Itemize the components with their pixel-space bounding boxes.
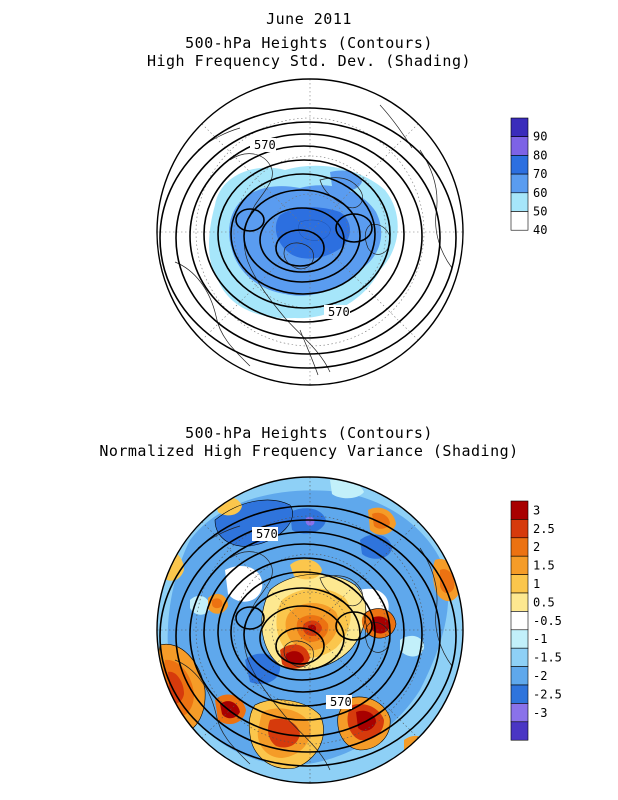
top-colorbar-swatch: [510, 155, 529, 175]
top-contour-label-570-upper: 570: [254, 138, 276, 152]
bottom-colorbar-tick-label: -3: [533, 706, 547, 720]
bottom-colorbar-swatch: [510, 574, 529, 594]
bottom-panel-title-line1: 500-hPa Heights (Contours): [185, 424, 433, 442]
bottom-colorbar-swatch: [510, 647, 529, 667]
bottom-colorbar-swatch: [510, 519, 529, 539]
bottom-map-border: [156, 476, 464, 784]
bottom-colorbar-tick-label: -1.5: [533, 651, 562, 665]
bottom-colorbar-tick-label: 0.5: [533, 595, 555, 609]
bottom-colorbar-swatch: [510, 611, 529, 631]
bottom-colorbar-swatch: [510, 721, 529, 741]
bottom-colorbar-swatch: [510, 684, 529, 704]
bottom-colorbar-tick-label: 2.5: [533, 522, 555, 536]
top-colorbar-swatch: [510, 136, 529, 156]
top-colorbar: 90 80 70 60 50 40: [510, 117, 547, 237]
top-colorbar-swatch: [510, 211, 529, 231]
bottom-colorbar-tick-label: 2: [533, 540, 540, 554]
top-colorbar-tick-label: 90: [533, 130, 547, 144]
top-polar-map: 570 570: [156, 78, 464, 386]
bottom-colorbar: 3 2.5 2 1.5 1 0.5 -0.5 -1 -1.5 -2 -2.5 -3: [510, 500, 562, 741]
bottom-colorbar-tick-label: -2: [533, 669, 547, 683]
bottom-polar-map: 570 570: [156, 476, 464, 784]
top-colorbar-tick-label: 70: [533, 167, 547, 181]
bottom-colorbar-tick-label: -2.5: [533, 687, 562, 701]
top-panel-title-line2: High Frequency Std. Dev. (Shading): [146, 52, 472, 70]
top-colorbar-tick-label: 50: [533, 205, 547, 219]
top-map-border: [156, 78, 464, 386]
bottom-colorbar-swatch: [510, 500, 529, 520]
top-colorbar-swatch: [510, 117, 529, 138]
bottom-colorbar-tick-label: 3: [533, 503, 540, 517]
top-colorbar-swatch: [510, 192, 529, 212]
bottom-colorbar-tick-label: -0.5: [533, 614, 562, 628]
bottom-panel-title-line2: Normalized High Frequency Variance (Shad…: [99, 442, 519, 460]
bottom-colorbar-tick-label: 1.5: [533, 559, 555, 573]
bottom-colorbar-swatch: [510, 592, 529, 612]
bottom-colorbar-tick-label: 1: [533, 577, 540, 591]
figure-date-title: June 2011: [266, 10, 352, 28]
top-height-contours: [159, 107, 457, 369]
bottom-colorbar-tick-label: -1: [533, 632, 547, 646]
top-contour-label-570-lower: 570: [328, 305, 350, 319]
bottom-colorbar-swatch: [510, 555, 529, 575]
top-panel-title-line1: 500-hPa Heights (Contours): [185, 34, 433, 52]
top-colorbar-swatch: [510, 173, 529, 194]
bottom-colorbar-swatch: [510, 666, 529, 686]
bottom-colorbar-swatch: [510, 537, 529, 557]
bottom-contour-label-570-lower: 570: [330, 695, 352, 709]
bottom-height-contours: [159, 505, 457, 767]
top-colorbar-tick-label: 80: [533, 148, 547, 162]
bottom-colorbar-swatch: [510, 629, 529, 649]
bottom-colorbar-swatch: [510, 703, 529, 723]
top-colorbar-tick-label: 40: [533, 223, 547, 237]
top-colorbar-tick-label: 60: [533, 186, 547, 200]
bottom-contour-label-570-upper: 570: [256, 527, 278, 541]
